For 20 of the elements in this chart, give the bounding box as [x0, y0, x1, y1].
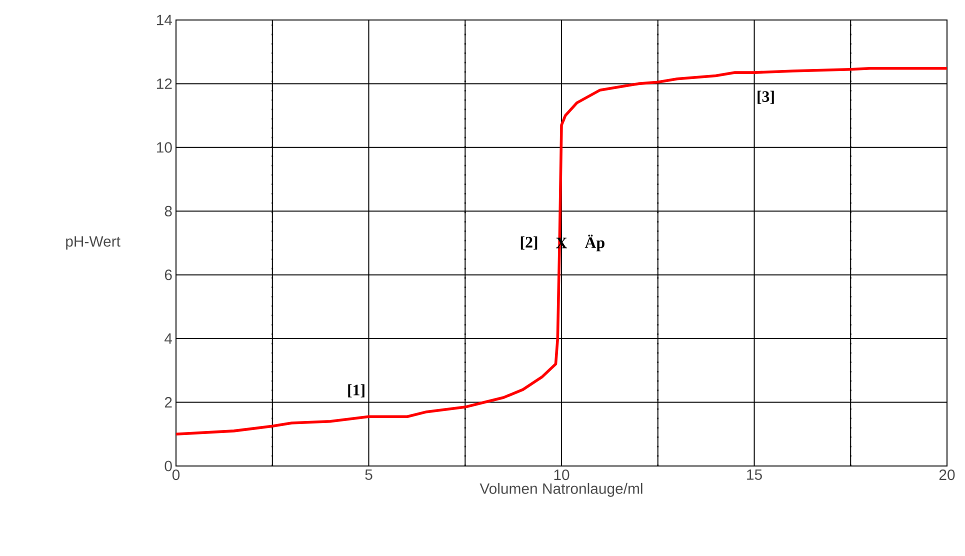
- y-tick-label: 6: [164, 270, 172, 280]
- annotation: Äp: [584, 234, 604, 252]
- y-axis-title: pH-Wert: [66, 236, 120, 250]
- y-tick-label: 12: [157, 78, 172, 89]
- annotation: [3]: [758, 90, 774, 104]
- x-tick-label: 15: [747, 470, 762, 480]
- annotation: [1]: [348, 384, 364, 398]
- x-tick-label: 0: [172, 470, 180, 480]
- y-tick-label: 10: [157, 142, 172, 153]
- line-series: [176, 67, 948, 436]
- y-tick-label: 2: [164, 397, 172, 408]
- y-tick-label: 4: [164, 333, 172, 344]
- y-tick-label: 8: [164, 206, 172, 216]
- x-tick-label: 20: [939, 470, 955, 480]
- y-tick-label: 0: [164, 460, 172, 472]
- annotation: [2]: [520, 236, 538, 250]
- x-tick-label: 10: [554, 470, 570, 480]
- y-tick-label: 14: [157, 14, 172, 26]
- x-axis-title: Volumen Natronlauge/ml: [480, 482, 642, 497]
- x-tick-label: 5: [365, 470, 372, 480]
